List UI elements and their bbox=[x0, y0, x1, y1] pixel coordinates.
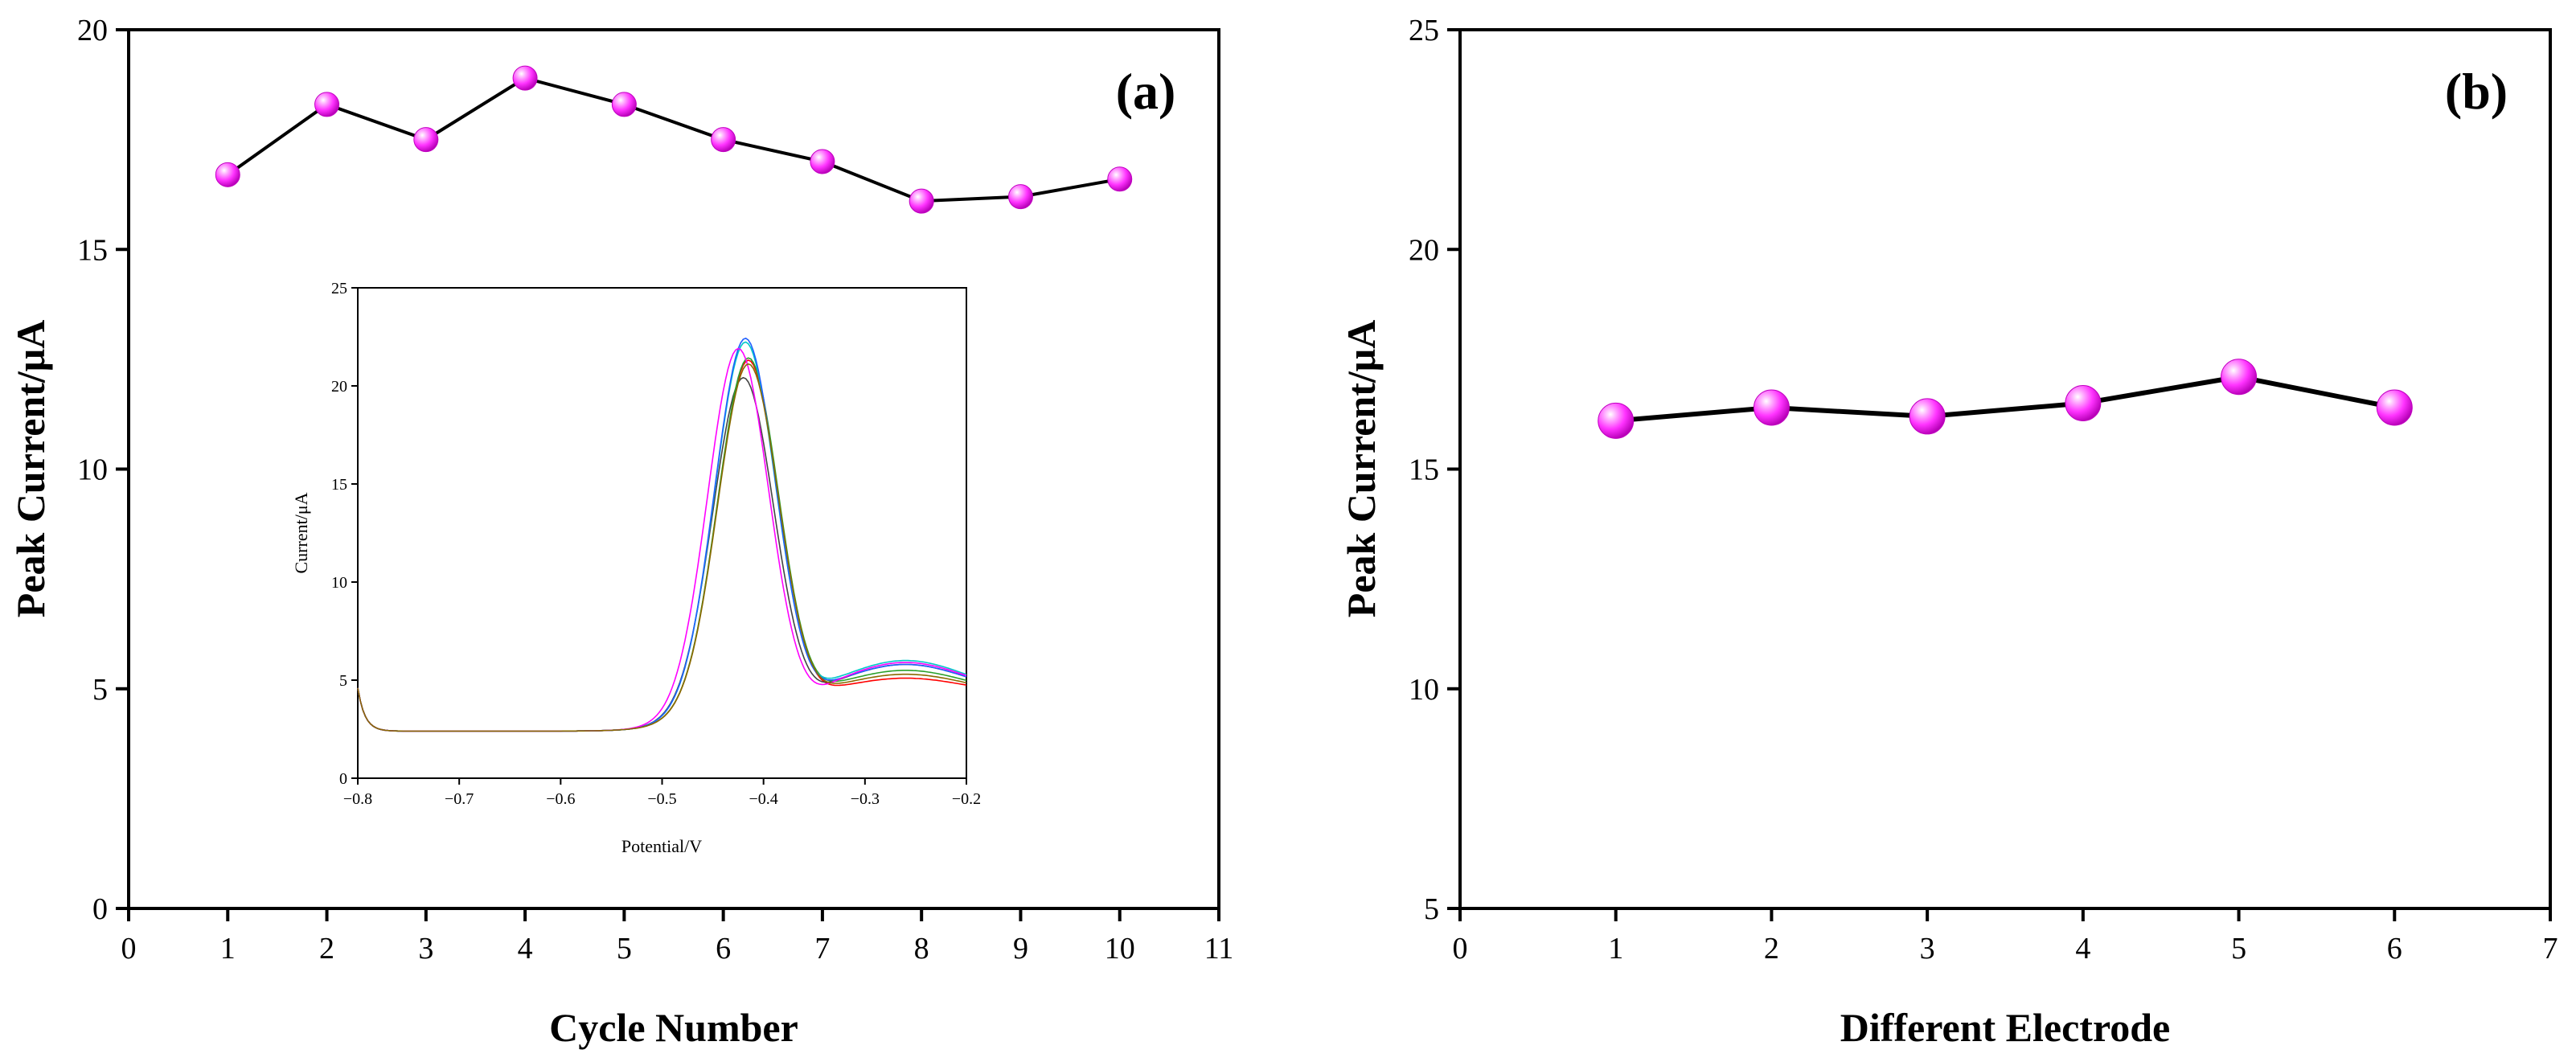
panel-label-a: (a) bbox=[1116, 63, 1176, 120]
series-line-b bbox=[1615, 374, 2395, 424]
inset-y-tick-label: 5 bbox=[339, 672, 347, 690]
inset-x-tick-label: −0.6 bbox=[546, 790, 575, 808]
data-point bbox=[1007, 184, 1033, 210]
x-tick-label: 6 bbox=[2387, 932, 2402, 966]
inset-x-tick-label: −0.7 bbox=[445, 790, 474, 808]
x-tick-label: 0 bbox=[1453, 932, 1468, 966]
data-point bbox=[512, 65, 538, 91]
data-point bbox=[215, 162, 240, 187]
y-tick-label: 5 bbox=[1424, 892, 1439, 926]
inset-y-tick-label: 15 bbox=[331, 476, 347, 494]
data-point bbox=[314, 92, 340, 117]
inset-series-line bbox=[357, 376, 967, 732]
y-tick-label: 25 bbox=[1409, 14, 1439, 47]
y-tick-label: 5 bbox=[92, 673, 108, 707]
inset-y-tick-label: 25 bbox=[331, 280, 347, 297]
inset-y-tick-label: 0 bbox=[339, 770, 347, 788]
x-tick-label: 0 bbox=[121, 932, 137, 966]
x-tick-label: 8 bbox=[914, 932, 929, 966]
x-tick-label: 2 bbox=[1764, 932, 1779, 966]
x-tick-label: 4 bbox=[518, 932, 533, 966]
plot-frame-a bbox=[127, 28, 1220, 910]
data-point bbox=[1909, 398, 1946, 435]
plot-frame-b bbox=[1458, 28, 2552, 910]
inset-x-axis-title: Potential/V bbox=[621, 836, 702, 856]
chart-panel-a: 0 5 10 15 20 0 1 2 3 4 5 6 7 8 9 10 11 (a) Cycle Number… bbox=[8, 14, 1233, 1050]
y-tick-label: 20 bbox=[77, 14, 108, 47]
data-point bbox=[2065, 385, 2102, 422]
inset-y-tick-label: 10 bbox=[331, 574, 347, 592]
data-point bbox=[611, 92, 637, 117]
x-tick-label: 6 bbox=[716, 932, 731, 966]
inset-x-tick-label: −0.8 bbox=[343, 790, 372, 808]
y-tick-label: 0 bbox=[92, 892, 108, 926]
x-tick-label: 3 bbox=[1920, 932, 1935, 966]
inset-series-line bbox=[357, 359, 967, 732]
y-tick-label: 15 bbox=[1409, 453, 1439, 487]
panel-label-b: (b) bbox=[2445, 63, 2508, 120]
inset-x-tick-label: −0.5 bbox=[647, 790, 676, 808]
x-tick-label: 2 bbox=[319, 932, 334, 966]
x-tick-label: 7 bbox=[814, 932, 830, 966]
x-tick-label: 7 bbox=[2543, 932, 2558, 966]
inset-y-axis-title: Current/μA bbox=[291, 492, 311, 573]
inset-x-tick-label: −0.3 bbox=[851, 790, 880, 808]
data-point bbox=[711, 127, 736, 153]
x-tick-label: 11 bbox=[1204, 932, 1234, 966]
x-tick-label: 3 bbox=[418, 932, 433, 966]
x-tick-label: 4 bbox=[2075, 932, 2090, 966]
x-tick-label: 10 bbox=[1105, 932, 1135, 966]
x-tick-label: 1 bbox=[220, 932, 236, 966]
x-tick-label: 5 bbox=[2231, 932, 2246, 966]
y-axis-title-a: Peak Current/μA bbox=[8, 320, 53, 617]
x-axis-title-b: Different Electrode bbox=[1840, 1005, 2171, 1050]
inset-y-tick-label: 20 bbox=[331, 378, 347, 396]
data-point bbox=[810, 149, 835, 174]
inset-x-tick-label: −0.4 bbox=[749, 790, 778, 808]
y-tick-label: 10 bbox=[1409, 673, 1439, 707]
chart-panel-b: 5 10 15 20 25 0 1 2 3 4 5 6 7 (b) Different Electro… bbox=[1339, 14, 2558, 1050]
data-point bbox=[1107, 166, 1133, 192]
inset-series-line bbox=[357, 357, 967, 732]
x-axis-title-a: Cycle Number bbox=[549, 1005, 798, 1050]
y-tick-label: 20 bbox=[1409, 233, 1439, 267]
data-point bbox=[909, 188, 934, 214]
inset-series-line bbox=[357, 337, 967, 732]
series-line-a bbox=[227, 76, 1121, 203]
data-point bbox=[2221, 359, 2258, 396]
x-tick-label: 5 bbox=[617, 932, 632, 966]
inset-series-line bbox=[357, 363, 967, 732]
y-tick-label: 10 bbox=[77, 453, 108, 487]
x-tick-label: 9 bbox=[1013, 932, 1028, 966]
inset-x-tick-label: −0.2 bbox=[952, 790, 981, 808]
y-tick-label: 15 bbox=[77, 233, 108, 267]
x-tick-label: 1 bbox=[1608, 932, 1623, 966]
data-point bbox=[413, 127, 439, 153]
data-point bbox=[2376, 389, 2413, 426]
data-point bbox=[1598, 402, 1635, 439]
y-axis-title-b: Peak Current/μA bbox=[1339, 320, 1384, 617]
inset-frame bbox=[357, 287, 967, 779]
data-point bbox=[1753, 389, 1790, 426]
